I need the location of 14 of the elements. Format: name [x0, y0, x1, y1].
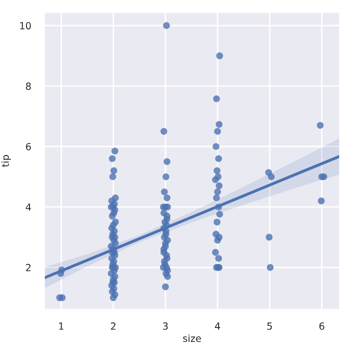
x-tick-label: 6 — [319, 322, 324, 330]
x-tick-label: 4 — [214, 322, 220, 330]
y-tick-label: 10 — [20, 22, 31, 30]
y-tick-label: 2 — [26, 264, 31, 272]
x-tick-label: 3 — [163, 322, 168, 330]
x-tick-label: 1 — [59, 322, 64, 330]
x-tick-label: 5 — [267, 322, 272, 330]
y-tick-label: 6 — [26, 142, 31, 150]
line-series — [44, 154, 340, 280]
y-axis-title: tip — [1, 155, 11, 167]
x-tick-label: 2 — [110, 322, 116, 330]
x-axis-title: size — [183, 334, 201, 342]
y-tick-label: 8 — [26, 82, 31, 90]
y-tick-label: 4 — [26, 204, 31, 211]
